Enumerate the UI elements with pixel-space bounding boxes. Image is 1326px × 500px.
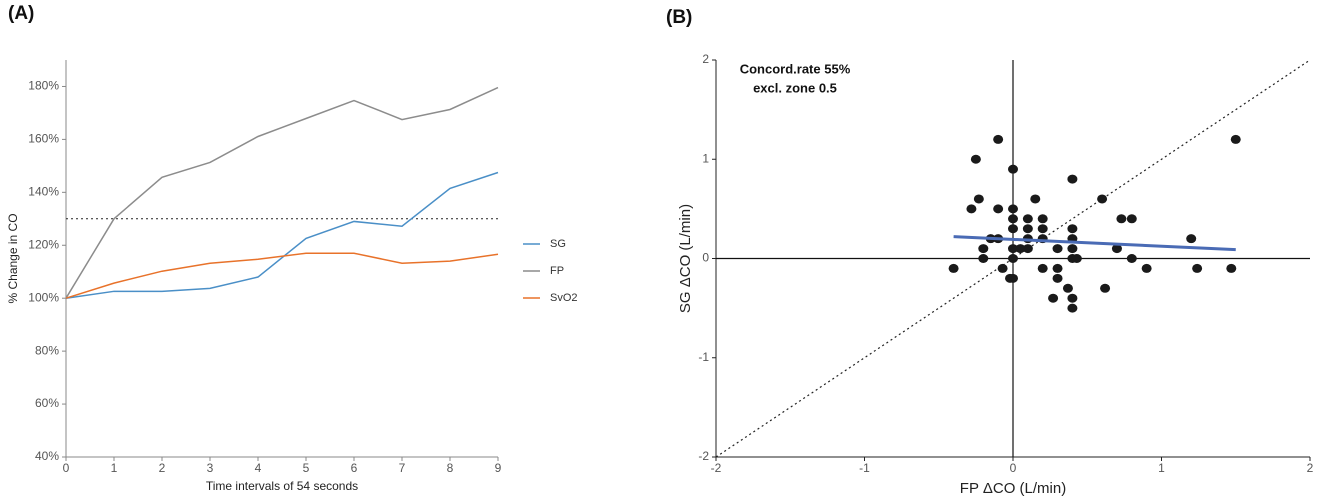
legend-label: SvO2 <box>550 292 578 304</box>
series-line <box>65 86 499 299</box>
point <box>1052 244 1063 254</box>
point <box>1008 254 1018 263</box>
point <box>1097 194 1108 204</box>
point <box>1022 244 1033 254</box>
point <box>1230 134 1241 144</box>
panel-label: (B) <box>666 7 692 28</box>
x-axis-title: Time intervals of 54 seconds <box>206 479 358 493</box>
y-axis-title: SG ΔCO (L/min) <box>677 204 694 313</box>
x-tick-label: 7 <box>399 461 406 475</box>
point <box>1100 283 1111 293</box>
y-tick-label: 100% <box>28 290 59 304</box>
x-tick-label: -2 <box>711 461 722 475</box>
series-line <box>65 171 499 299</box>
y-tick-label: 140% <box>28 185 59 199</box>
point <box>1030 194 1041 204</box>
point <box>1062 283 1073 293</box>
legend-label: SG <box>550 238 566 250</box>
y-tick-label: 60% <box>35 396 59 410</box>
point <box>1037 224 1048 234</box>
point <box>1067 303 1078 313</box>
legend-label: FP <box>550 265 564 277</box>
point <box>1141 263 1152 273</box>
point <box>973 194 984 204</box>
y-tick-label: 120% <box>28 237 59 251</box>
point <box>1052 273 1063 283</box>
point <box>1067 293 1078 303</box>
point <box>1008 164 1018 174</box>
point <box>966 204 977 214</box>
x-tick-label: 5 <box>303 461 310 475</box>
y-tick-label: -1 <box>698 350 709 364</box>
point <box>1015 244 1026 254</box>
point <box>1071 254 1082 263</box>
point <box>1192 263 1203 273</box>
point <box>1008 224 1018 234</box>
point <box>1226 263 1237 273</box>
identity-line <box>715 59 1311 458</box>
y-tick-label: 0 <box>702 251 709 265</box>
point <box>1022 214 1033 224</box>
point <box>1008 204 1018 214</box>
point <box>1116 214 1127 224</box>
x-tick-label: 9 <box>495 461 502 475</box>
regression-line <box>953 235 1236 252</box>
y-tick-label: 2 <box>702 52 709 66</box>
point <box>1008 244 1018 254</box>
point <box>1008 214 1018 224</box>
y-tick-label: 80% <box>35 343 59 357</box>
x-tick-label: 6 <box>351 461 358 475</box>
point <box>1067 174 1078 184</box>
y-tick-label: 40% <box>35 449 59 463</box>
y-tick-label: 1 <box>702 151 709 165</box>
x-tick-label: 1 <box>1158 461 1165 475</box>
point <box>978 244 989 254</box>
x-tick-label: 0 <box>1010 461 1017 475</box>
point <box>1111 244 1122 254</box>
x-tick-label: 2 <box>159 461 166 475</box>
point <box>1186 234 1197 244</box>
point <box>1067 224 1078 234</box>
point <box>993 204 1004 214</box>
x-tick-label: 3 <box>207 461 214 475</box>
point <box>1048 293 1059 303</box>
point <box>997 263 1008 273</box>
x-tick-label: 1 <box>111 461 118 475</box>
point <box>970 154 981 164</box>
annotation: Concord.rate 55% <box>740 61 851 76</box>
point <box>1052 263 1063 273</box>
point <box>1008 273 1018 283</box>
x-tick-label: -1 <box>859 461 870 475</box>
y-tick-label: 180% <box>28 79 59 93</box>
point <box>1126 214 1137 224</box>
point <box>978 254 989 263</box>
y-axis-title: % Change in CO <box>6 213 20 303</box>
annotation: excl. zone 0.5 <box>753 80 837 95</box>
y-tick-label: 160% <box>28 132 59 146</box>
x-tick-label: 2 <box>1307 461 1314 475</box>
point <box>993 134 1004 144</box>
point <box>1037 214 1048 224</box>
series-line <box>65 252 499 299</box>
x-tick-label: 0 <box>63 461 70 475</box>
panel-label: (A) <box>8 3 34 24</box>
point <box>948 263 959 273</box>
point <box>1126 254 1137 263</box>
point <box>1067 244 1078 254</box>
point <box>1037 263 1048 273</box>
x-tick-label: 4 <box>255 461 262 475</box>
point <box>1022 224 1033 234</box>
x-tick-label: 8 <box>447 461 454 475</box>
x-axis-title: FP ΔCO (L/min) <box>960 480 1066 497</box>
y-tick-label: -2 <box>698 449 709 463</box>
